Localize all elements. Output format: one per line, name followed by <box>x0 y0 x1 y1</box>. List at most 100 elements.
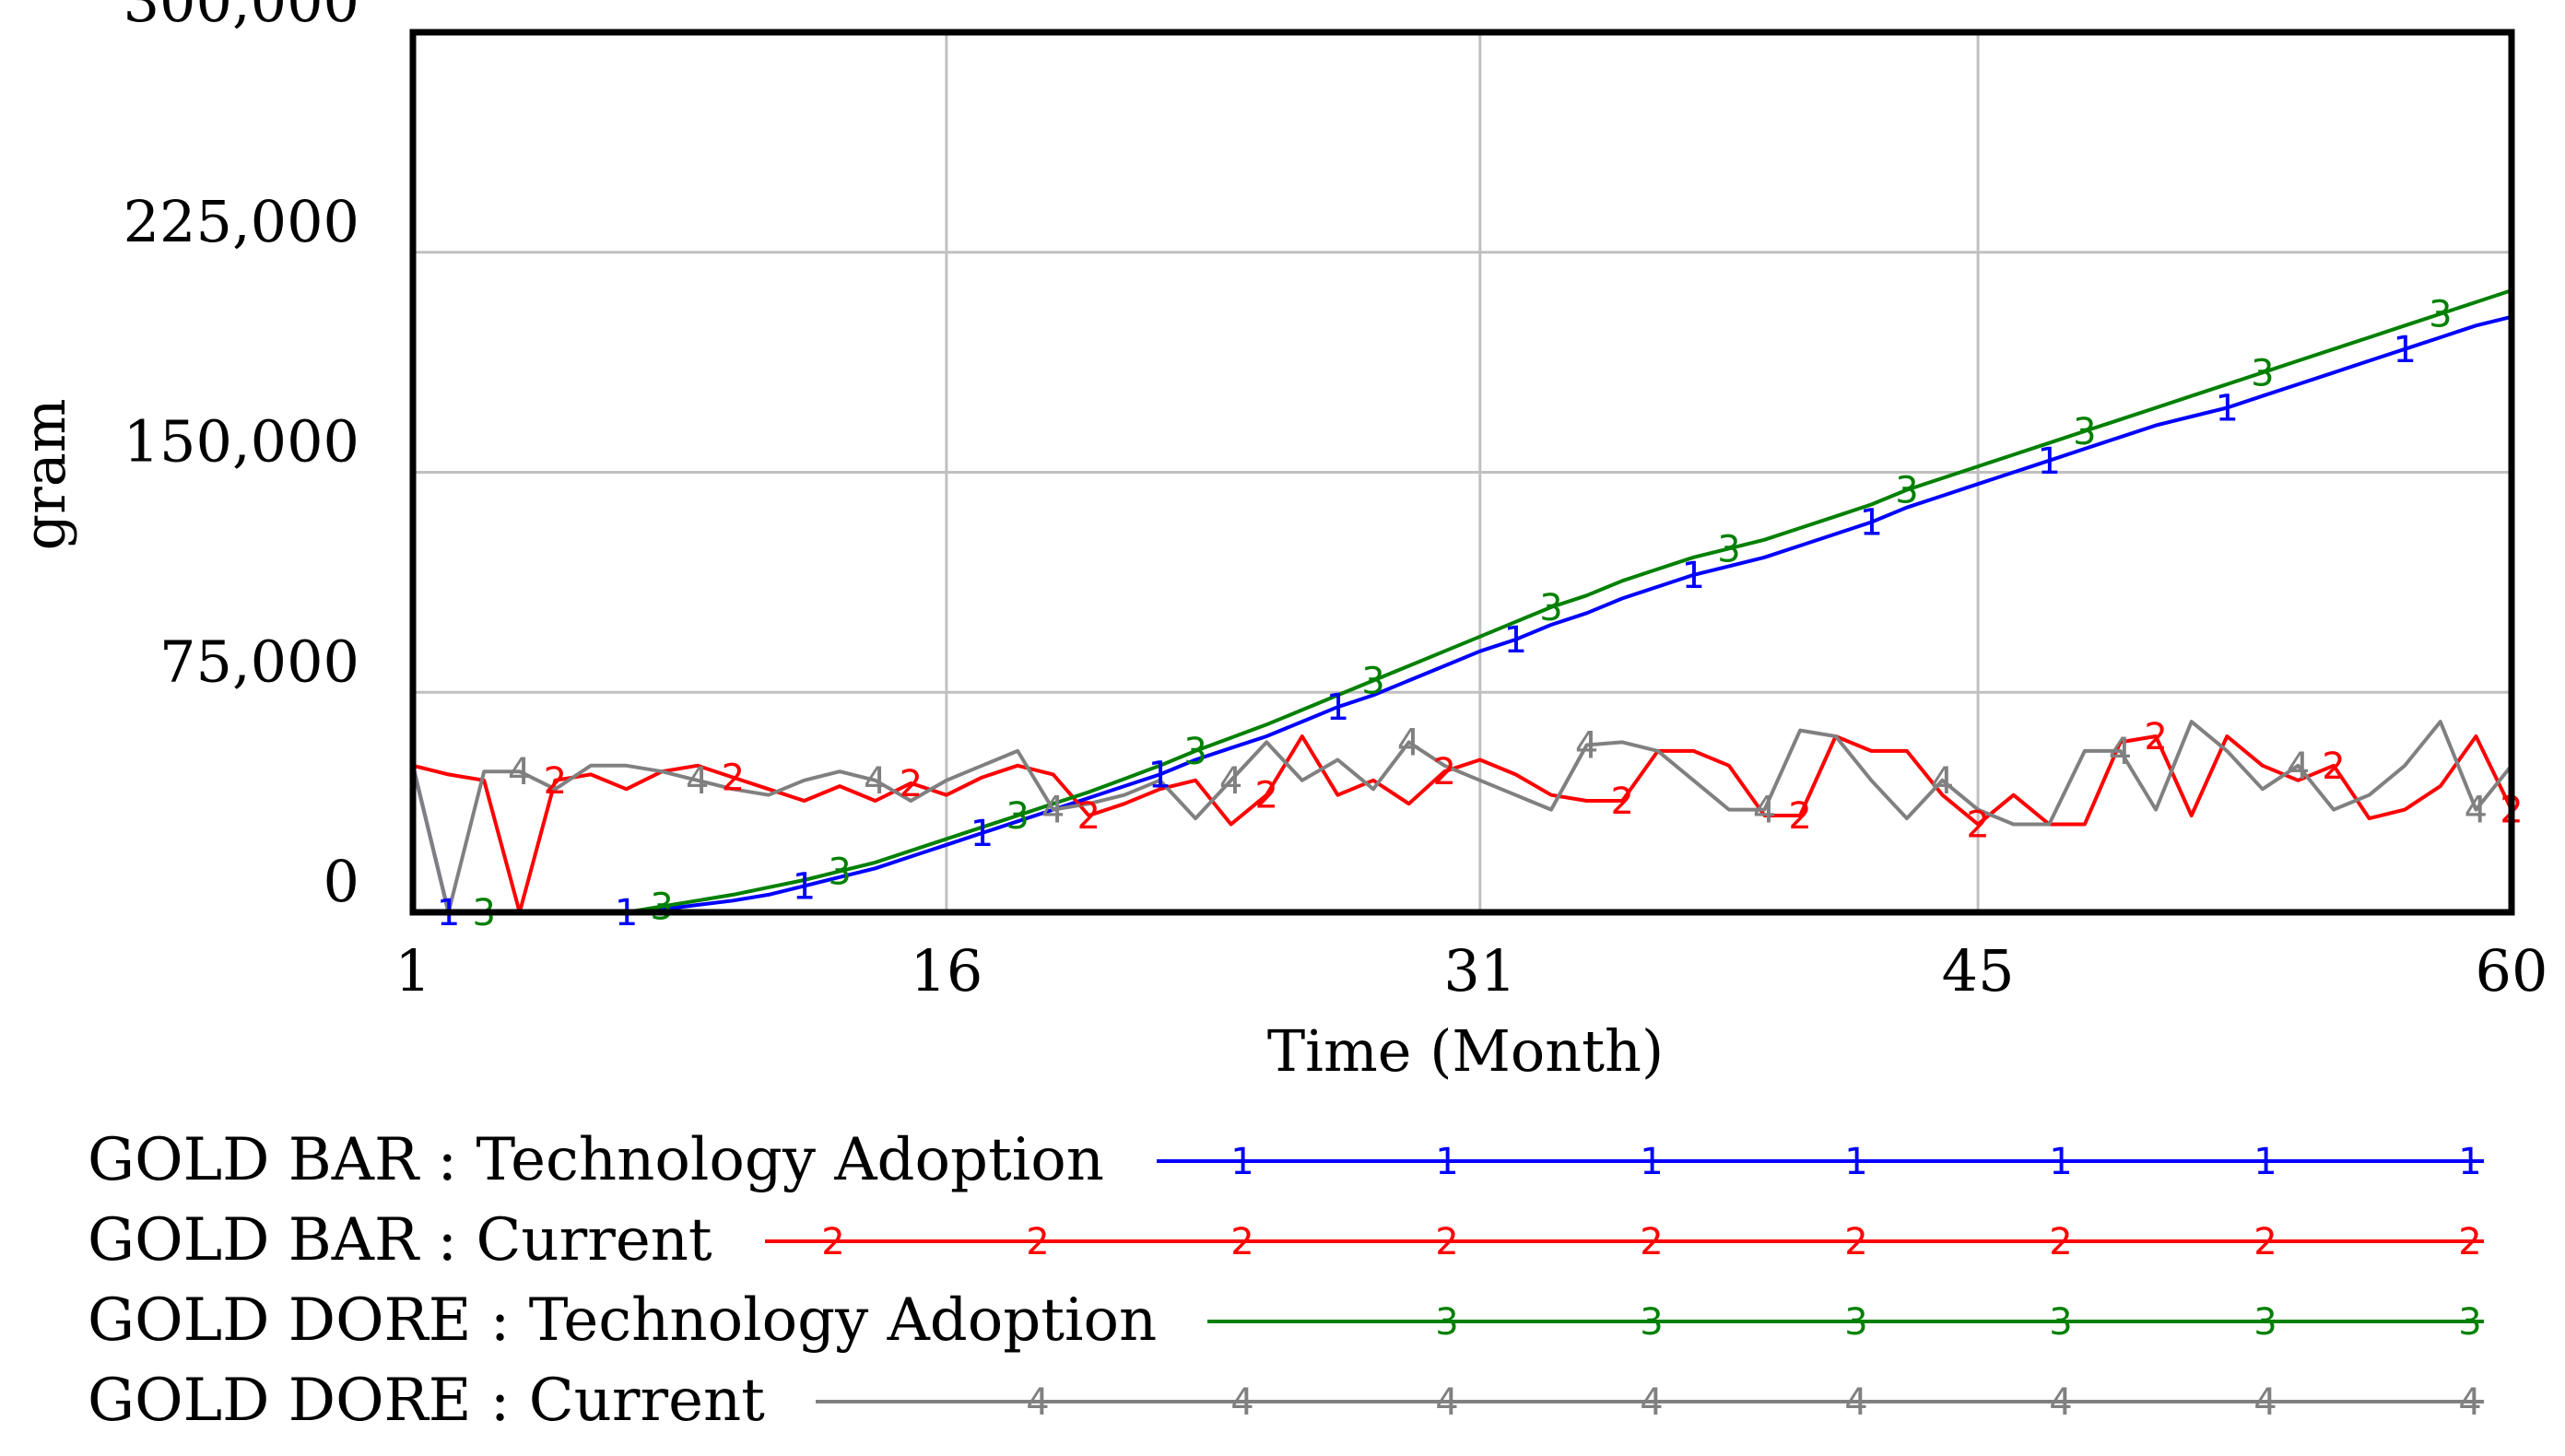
legend-marker: 3 <box>1844 1301 1867 1344</box>
x-tick-label: 16 <box>910 937 982 1004</box>
series-marker: 4 <box>1931 760 1954 803</box>
legend-marker: 2 <box>1435 1221 1458 1263</box>
legend-marker: 4 <box>1435 1381 1458 1424</box>
series-marker: 2 <box>544 760 567 803</box>
x-tick-label: 45 <box>1942 937 2015 1004</box>
legend-marker: 1 <box>1844 1141 1867 1183</box>
y-tick-labels: 0 75,000 150,000 225,000 300,000 <box>124 0 359 915</box>
legend-entry: GOLD BAR : Technology Adoption 1 1 1 1 1 1 1 <box>88 1126 2484 1194</box>
legend-marker: 2 <box>821 1221 844 1263</box>
series-marker: 4 <box>2109 731 2132 773</box>
series-marker: 1 <box>2216 387 2239 429</box>
legend-marker: 3 <box>2253 1301 2277 1344</box>
legend-label: GOLD BAR : Current <box>88 1206 712 1274</box>
legend-entry: GOLD DORE : Technology Adoption 3 3 3 3 3 3 <box>88 1286 2484 1355</box>
x-tick-label: 31 <box>1443 937 1516 1004</box>
series-marker: 3 <box>1539 587 1562 629</box>
series-marker: 3 <box>1361 661 1384 703</box>
legend-marker: 4 <box>2253 1381 2277 1424</box>
legend-marker: 2 <box>1230 1221 1253 1263</box>
legend-marker: 1 <box>2458 1141 2481 1183</box>
series-marker: 1 <box>971 813 994 855</box>
series-marker: 2 <box>900 763 923 805</box>
legend-marker: 4 <box>2049 1381 2072 1424</box>
y-axis-title: gram <box>11 398 78 550</box>
x-tick-labels: 1 16 31 45 60 <box>394 937 2547 1004</box>
series-marker: 1 <box>1148 754 1171 796</box>
series-marker: 1 <box>1326 687 1349 729</box>
series-marker: 1 <box>1682 555 1705 597</box>
series-lines <box>411 288 2513 914</box>
y-tick-label: 0 <box>324 848 359 915</box>
series-marker: 4 <box>508 751 531 793</box>
legend-marker: 1 <box>1640 1141 1663 1183</box>
series-marker: 2 <box>1077 795 1100 838</box>
legend-entry: GOLD DORE : Current 4 4 4 4 4 4 4 4 <box>88 1367 2484 1435</box>
series-marker: 1 <box>1504 619 1527 662</box>
series-marker: 2 <box>2322 746 2345 788</box>
series-marker: 3 <box>1183 731 1206 773</box>
legend-marker: 4 <box>1640 1381 1663 1424</box>
series-line <box>413 288 2512 914</box>
legend-marker: 2 <box>1844 1221 1867 1263</box>
legend-marker: 4 <box>1230 1381 1253 1424</box>
legend-marker: 1 <box>2049 1141 2072 1183</box>
series-marker: 4 <box>1041 790 1065 832</box>
series-marker: 3 <box>1006 795 1029 838</box>
series-marker: 3 <box>2073 411 2096 453</box>
legend-marker: 3 <box>2458 1301 2481 1344</box>
series-line <box>412 734 2513 914</box>
legend-marker: 3 <box>1435 1301 1458 1344</box>
legend-marker: 4 <box>1026 1381 1049 1424</box>
x-axis-title: Time (Month) <box>1267 1017 1664 1085</box>
legend-entry: GOLD BAR : Current 2 2 2 2 2 2 2 2 2 <box>88 1206 2484 1274</box>
x-tick-label: 60 <box>2476 937 2548 1004</box>
legend-marker: 4 <box>2458 1381 2481 1424</box>
series-marker: 3 <box>2429 294 2452 336</box>
legend-label: GOLD BAR : Technology Adoption <box>88 1126 1104 1194</box>
series-marker: 4 <box>2287 746 2310 788</box>
legend-label: GOLD DORE : Current <box>88 1367 765 1435</box>
series-marker: 4 <box>2465 790 2488 832</box>
legend-marker: 4 <box>1844 1381 1867 1424</box>
y-tick-label: 150,000 <box>124 408 359 476</box>
legend-marker: 1 <box>1435 1141 1458 1183</box>
series-marker: 3 <box>828 851 851 893</box>
legend-marker: 2 <box>2458 1221 2481 1263</box>
series-marker: 3 <box>650 887 673 929</box>
series-marker: 4 <box>1397 722 1420 764</box>
series-marker: 2 <box>1432 751 1455 793</box>
legend-marker: 3 <box>1640 1301 1663 1344</box>
legend-marker: 3 <box>2049 1301 2072 1344</box>
series-marker: 2 <box>1966 804 1989 847</box>
legend-marker: 2 <box>2253 1221 2277 1263</box>
legend-label: GOLD DORE : Technology Adoption <box>88 1286 1157 1355</box>
series-marker: 4 <box>1219 760 1242 803</box>
series-line <box>411 314 2512 914</box>
series-marker: 4 <box>1575 725 1598 768</box>
series-marker: 4 <box>864 760 887 803</box>
plot-frame <box>409 29 2515 916</box>
series-marker: 1 <box>2393 329 2416 371</box>
series-marker: 2 <box>722 757 745 800</box>
legend: GOLD BAR : Technology Adoption 1111111GOL… <box>88 1126 2484 1435</box>
legend-marker: 1 <box>2253 1141 2277 1183</box>
legend-marker: 2 <box>1640 1221 1663 1263</box>
series-line <box>411 720 2513 914</box>
series-marker: 3 <box>2251 352 2274 394</box>
series-marker: 4 <box>686 760 709 803</box>
legend-marker: 2 <box>2049 1221 2072 1263</box>
series-marker: 1 <box>1860 502 1883 545</box>
series-marker: 2 <box>1255 775 1278 817</box>
series-marker: 3 <box>1895 470 1918 512</box>
y-tick-label: 300,000 <box>124 0 359 35</box>
series-marker: 2 <box>1788 795 1811 838</box>
y-tick-label: 75,000 <box>159 628 359 695</box>
y-tick-label: 225,000 <box>124 188 359 255</box>
legend-marker: 2 <box>1026 1221 1049 1263</box>
series-marker: 1 <box>793 865 816 908</box>
series-marker: 2 <box>2144 716 2167 758</box>
legend-marker: 1 <box>1230 1141 1253 1183</box>
series-marker: 1 <box>2038 440 2061 483</box>
